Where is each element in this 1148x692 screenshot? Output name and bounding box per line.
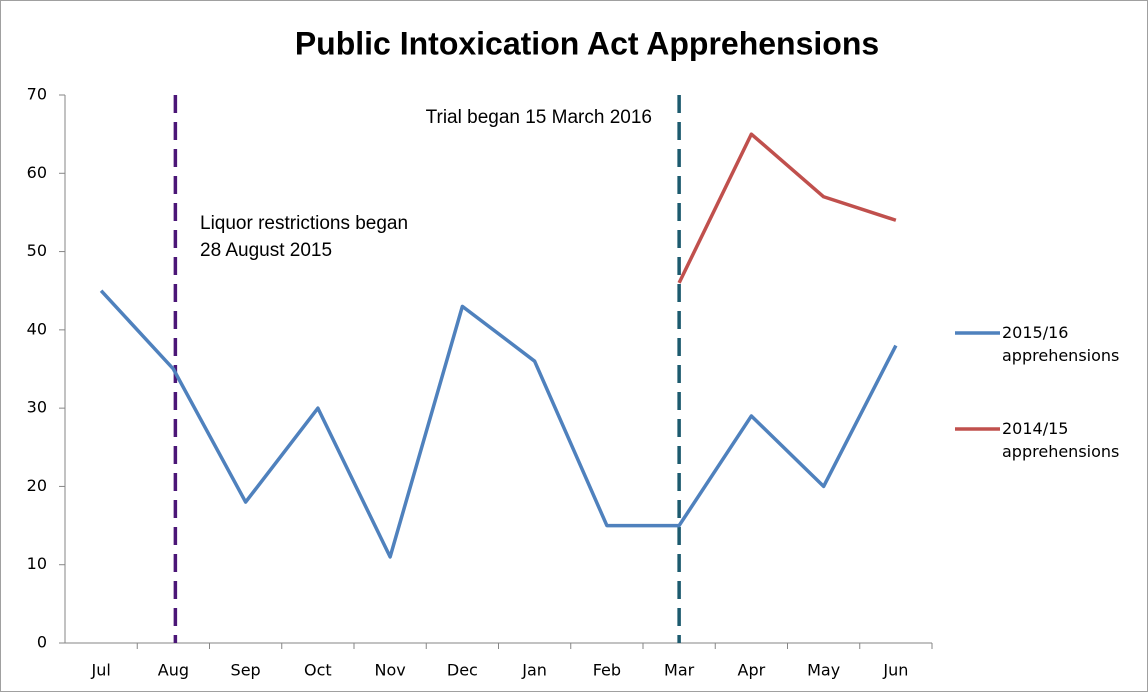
series-line: [677, 132, 897, 284]
x-tick-label: Jul: [90, 661, 110, 680]
x-tick-label: Feb: [593, 661, 621, 680]
y-tick-label: 60: [27, 163, 47, 182]
x-tick-label: May: [807, 661, 840, 680]
y-tick-label: 40: [27, 319, 47, 338]
x-tick-label: Nov: [375, 661, 406, 680]
chart-title: Public Intoxication Act Apprehensions: [295, 25, 879, 61]
legend-label-line: apprehensions: [1002, 442, 1119, 461]
x-tick-label: Aug: [158, 661, 189, 680]
x-tick-label: Oct: [304, 661, 332, 680]
x-tick-label: Jan: [521, 661, 547, 680]
y-tick-label: 50: [27, 241, 47, 260]
y-tick-label: 20: [27, 476, 47, 495]
y-tick-label: 10: [27, 554, 47, 573]
x-tick-label: Sep: [231, 661, 261, 680]
legend-label-line: apprehensions: [1002, 346, 1119, 365]
series-line: [99, 289, 898, 559]
x-tick-label: Mar: [664, 661, 695, 680]
x-tick-label: Dec: [447, 661, 478, 680]
legend-label-line: 2015/16: [1002, 323, 1074, 342]
annotation: 28 August 2015: [200, 240, 332, 261]
y-tick-label: 0: [37, 633, 47, 652]
x-tick-label: Apr: [738, 661, 766, 680]
x-tick-label: Jun: [882, 661, 908, 680]
legend-label-line: 2014/15: [1002, 419, 1074, 438]
annotation: Liquor restrictions began: [200, 213, 408, 234]
y-tick-label: 70: [27, 85, 47, 104]
annotation: Trial began 15 March 2016: [426, 107, 652, 128]
legend-label: 2014/15 apprehensions: [1002, 419, 1119, 461]
legend-label: 2015/16 apprehensions: [1002, 323, 1119, 365]
y-tick-label: 30: [27, 398, 47, 417]
